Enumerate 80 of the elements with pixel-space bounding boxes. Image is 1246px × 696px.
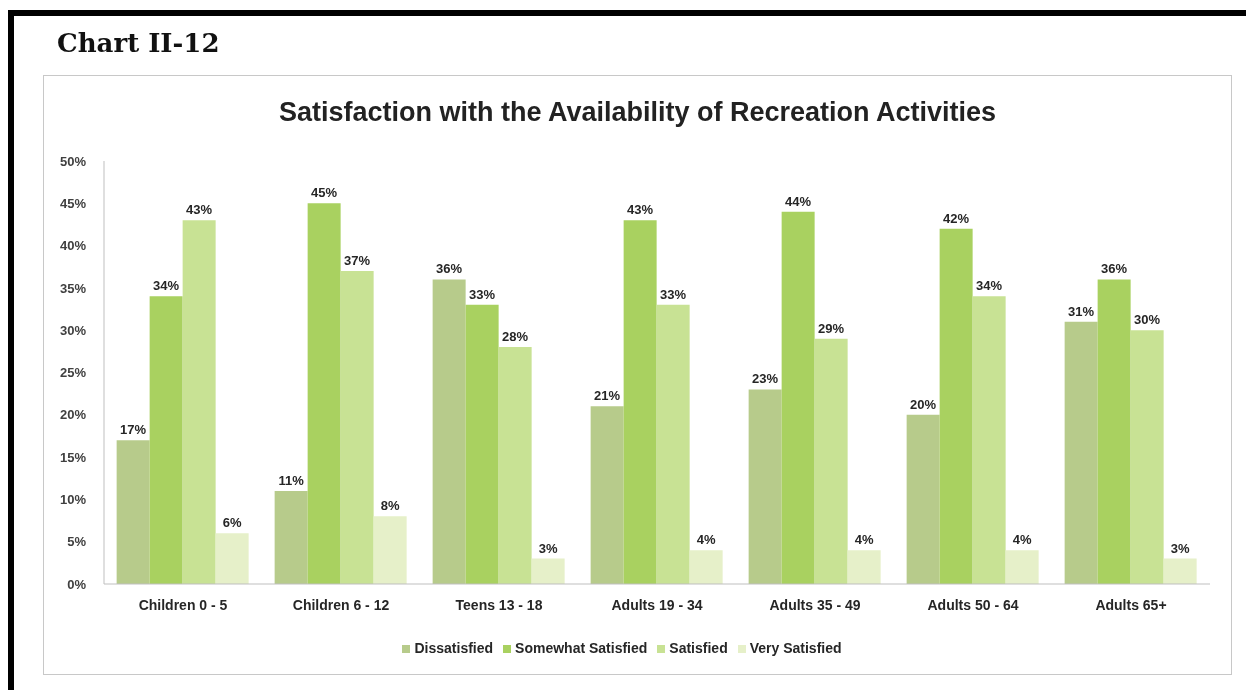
bar [531, 558, 565, 584]
data-label: 36% [1101, 261, 1128, 277]
bar [906, 414, 940, 584]
y-tick-label: 50% [59, 153, 87, 169]
y-tick-label: 25% [59, 365, 87, 381]
x-tick-label: Teens 13 - 18 [455, 596, 543, 613]
bar [274, 490, 308, 584]
bar [116, 440, 150, 584]
x-tick-label: Adults 50 - 64 [927, 596, 1019, 613]
bar [1005, 550, 1039, 584]
data-label: 4% [854, 532, 874, 548]
bar [814, 338, 848, 584]
data-label: 43% [186, 202, 213, 218]
bar [215, 533, 249, 584]
legend-label: Dissatisfied [414, 640, 494, 656]
data-label: 17% [120, 422, 147, 438]
data-label: 3% [538, 540, 558, 556]
data-label: 33% [469, 286, 496, 302]
data-label: 36% [436, 261, 463, 277]
y-tick-label: 40% [59, 238, 87, 254]
data-label: 21% [594, 388, 621, 404]
bar [748, 389, 782, 584]
bar [432, 279, 466, 584]
data-label: 4% [1012, 532, 1032, 548]
y-tick-label: 30% [59, 322, 87, 338]
x-tick-label: Children 0 - 5 [138, 596, 228, 613]
data-label: 30% [1134, 312, 1161, 328]
x-tick-label: Children 6 - 12 [292, 596, 390, 613]
legend-label: Satisfied [669, 640, 728, 656]
bar [498, 347, 532, 584]
data-label: 34% [976, 278, 1003, 294]
bar [847, 550, 881, 584]
bar [182, 220, 216, 584]
bar [939, 228, 973, 584]
y-tick-label: 10% [59, 492, 87, 508]
text: Chart II-12 [57, 28, 220, 58]
data-label: 28% [502, 329, 529, 345]
x-tick-label: Adults 35 - 49 [769, 596, 861, 613]
data-label: 29% [818, 320, 845, 336]
bar [1064, 321, 1098, 584]
chart-title: Satisfaction with the Availability of Recreation Activities [277, 97, 998, 128]
bar [149, 296, 183, 584]
y-tick-label: 45% [59, 195, 87, 211]
data-label: 37% [344, 252, 371, 268]
bar [1097, 279, 1131, 584]
data-label: 23% [752, 371, 779, 387]
bar [689, 550, 723, 584]
legend-label: Somewhat Satisfied [515, 640, 648, 656]
data-label: 44% [785, 193, 812, 209]
bar [972, 296, 1006, 584]
y-tick-label: 35% [59, 280, 87, 296]
x-tick-label: Adults 65+ [1095, 596, 1167, 613]
bar [340, 270, 374, 584]
data-label: 8% [380, 498, 400, 514]
bar [373, 516, 407, 584]
data-label: 6% [222, 515, 242, 531]
bar [590, 406, 624, 584]
data-label: 20% [910, 396, 937, 412]
data-label: 31% [1068, 303, 1095, 319]
bar [1163, 558, 1197, 584]
y-tick-label: 20% [59, 407, 87, 423]
data-label: 34% [153, 278, 180, 294]
data-label: 42% [943, 210, 970, 226]
y-tick-label: 5% [67, 534, 87, 550]
bar [623, 220, 657, 584]
y-tick-label: 15% [59, 449, 87, 465]
data-label: 45% [311, 185, 338, 201]
bar [656, 304, 690, 584]
data-label: 11% [278, 472, 305, 488]
x-tick-label: Adults 19 - 34 [611, 596, 703, 613]
bar [307, 203, 341, 584]
data-label: 3% [1170, 540, 1190, 556]
data-label: 43% [627, 202, 654, 218]
data-label: 33% [660, 286, 687, 302]
bar [781, 211, 815, 584]
bar [1130, 330, 1164, 584]
data-label: 4% [696, 532, 716, 548]
bar [465, 304, 499, 584]
legend-label: Very Satisfied [749, 640, 842, 656]
y-tick-label: 0% [67, 576, 87, 592]
